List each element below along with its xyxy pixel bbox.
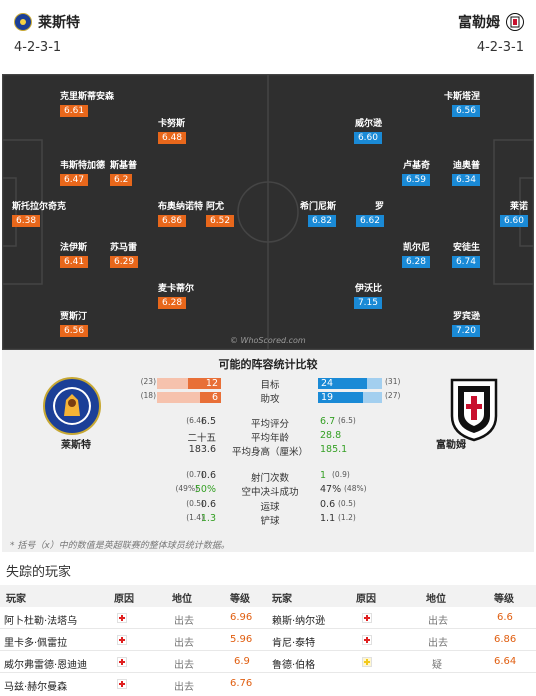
match-header: 莱斯特 4-2-3-1 富勒姆 4-2-3-1: [0, 0, 536, 74]
home-player[interactable]: 斯托拉尔奇克 6.38: [12, 202, 67, 227]
away-player[interactable]: 罗宾逊 7.20: [451, 312, 480, 337]
home-player[interactable]: 麦卡蒂尔 6.28: [158, 284, 195, 309]
home-badge-label: 莱斯特: [61, 440, 91, 451]
stat-row-goals: (23) 12 目标 24 (31): [140, 377, 401, 391]
injury-icon: [117, 613, 127, 623]
stat-row-assists: (18) 6 助攻 19 (27): [140, 391, 401, 405]
home-player[interactable]: 韦斯特加德 6.47: [60, 161, 106, 186]
doubtful-icon: [362, 657, 372, 667]
leicester-crest-icon: [43, 377, 101, 435]
lineup-comparison: 可能的阵容统计比较 莱斯特 富勒姆 (23) 12 目标 24 (31) (18…: [2, 350, 534, 552]
away-player[interactable]: 凯尔尼 6.28: [401, 243, 430, 268]
home-player[interactable]: 布奥纳诺特 6.86: [158, 202, 204, 227]
away-player[interactable]: 卡斯塔涅 6.56: [443, 92, 480, 117]
home-player[interactable]: 卡努斯 6.48: [158, 119, 187, 144]
home-assists-fill: [199, 392, 221, 403]
injury-icon: [362, 635, 372, 645]
home-player[interactable]: 法伊斯 6.41: [60, 243, 89, 268]
home-player[interactable]: 阿尤 6.52: [206, 201, 235, 227]
comparison-title: 可能的阵容统计比较: [218, 358, 318, 371]
home-missing-player[interactable]: 威尔弗雷德·恩迪迪: [4, 660, 88, 671]
away-assists-fill: [318, 392, 363, 403]
home-team[interactable]: 莱斯特: [14, 12, 80, 32]
home-player[interactable]: 斯基普 6.2: [110, 161, 138, 186]
table-row: 马兹·赫尔曼森 出去 6.76: [4, 678, 253, 693]
stat-row-avg-height: 183.6 平均身高（厘米） 185.1: [188, 444, 348, 458]
leicester-badge-icon: [14, 13, 32, 31]
away-player[interactable]: 希门尼斯 6.82: [299, 202, 336, 227]
home-goals-fill: [187, 378, 221, 389]
fulham-badge-icon: [506, 13, 524, 31]
away-player[interactable]: 罗 6.62: [355, 201, 384, 227]
home-missing-player[interactable]: 马兹·赫尔曼森: [4, 682, 68, 693]
stat-row-dribbles: (0.5) 0.6 运球 0.6 (0.5): [186, 499, 356, 513]
away-missing-player[interactable]: 鲁德·伯格: [272, 660, 316, 671]
away-player[interactable]: 伊沃比 7.15: [353, 284, 382, 309]
away-goals-bar: 24: [318, 378, 382, 389]
injury-icon: [117, 657, 127, 667]
home-player[interactable]: 苏马雷 6.29: [110, 243, 139, 268]
away-team-name: 富勒姆: [458, 15, 500, 31]
missing-table-header: 玩家 原因 地位 等级 玩家 原因 地位 等级: [0, 585, 536, 607]
away-team[interactable]: 富勒姆: [458, 12, 524, 32]
stat-row-tackles: (1.4) 1.3 铲球 1.1 (1.2): [186, 513, 356, 527]
table-row: 阿卜杜勒·法塔乌 出去 6.96 赖斯·纳尔逊 出去 6.6: [0, 607, 536, 629]
fulham-crest-icon: [450, 378, 498, 442]
home-formation: 4-2-3-1: [14, 40, 62, 55]
home-player[interactable]: 贾斯汀 6.56: [60, 312, 89, 337]
away-player[interactable]: 迪奥普 6.34: [451, 161, 480, 186]
comparison-footnote: * 括号（x）中的数值是英超联赛的整体球员统计数据。: [10, 541, 230, 551]
away-missing-player[interactable]: 肯尼·泰特: [272, 638, 316, 649]
away-player[interactable]: 威尔逊 6.60: [353, 119, 382, 144]
lineup-pitch: 克里斯蒂安森 6.61 卡努斯 6.48 韦斯特加德 6.47 斯基普 6.2 …: [2, 74, 534, 350]
home-player[interactable]: 克里斯蒂安森 6.61: [60, 92, 115, 117]
away-formation: 4-2-3-1: [476, 40, 524, 55]
stat-row-aerials: (49%) 50% 空中决斗成功 47% (48%): [175, 484, 367, 498]
table-row: 威尔弗雷德·恩迪迪 出去 6.9 鲁德·伯格 疑 6.64: [0, 651, 536, 673]
away-goals-fill: [318, 378, 368, 389]
injury-icon: [117, 635, 127, 645]
home-missing-player[interactable]: 阿卜杜勒·法塔乌: [4, 616, 78, 627]
home-team-name: 莱斯特: [38, 15, 80, 31]
missing-players-title: 失踪的玩家: [6, 565, 72, 580]
away-player[interactable]: 安徒生 6.74: [451, 243, 480, 268]
stat-row-shots: (0.7) 0.6 射门次数 1 (0.9): [186, 470, 350, 484]
stat-row-avg-rating: (6.4) 6.5 平均评分 6.7 (6.5): [186, 416, 356, 430]
away-player[interactable]: 卢基奇 6.59: [401, 161, 430, 186]
injury-icon: [362, 613, 372, 623]
away-badge-label: 富勒姆: [436, 440, 466, 451]
away-missing-player[interactable]: 赖斯·纳尔逊: [272, 616, 326, 627]
table-row: 里卡多·佩雷拉 出去 5.96 肯尼·泰特 出去 6.86: [0, 629, 536, 651]
home-missing-player[interactable]: 里卡多·佩雷拉: [4, 638, 68, 649]
away-assists-bar: 19: [318, 392, 382, 403]
away-player[interactable]: 莱诺 6.60: [499, 201, 528, 227]
home-goals-bar: 12: [157, 378, 221, 389]
pitch-lines: [2, 74, 534, 350]
stat-row-avg-age: 二十五 平均年龄 28.8: [187, 430, 342, 444]
injury-icon: [117, 679, 127, 689]
watermark: © WhoScored.com: [230, 336, 306, 345]
home-assists-bar: 6: [157, 392, 221, 403]
